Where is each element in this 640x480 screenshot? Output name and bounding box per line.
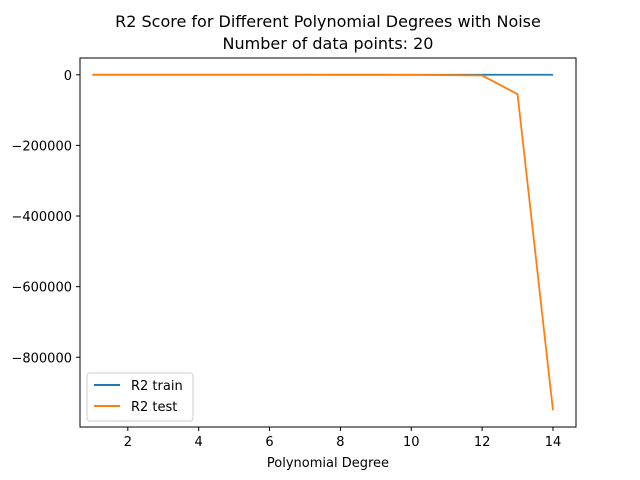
legend-label-r2-train: R2 train bbox=[131, 379, 183, 394]
x-tick-label: 4 bbox=[195, 435, 203, 450]
axes-frame bbox=[79, 57, 577, 428]
x-tick-label: 10 bbox=[403, 435, 420, 450]
y-tick-label: −800000 bbox=[11, 351, 72, 366]
chart-subtitle: Number of data points: 20 bbox=[223, 34, 434, 53]
y-tick-label: −400000 bbox=[11, 210, 72, 225]
y-axis: 0 −200000 −400000 −600000 −800000 bbox=[11, 69, 80, 366]
x-axis-label: Polynomial Degree bbox=[267, 456, 389, 471]
chart-title: R2 Score for Different Polynomial Degree… bbox=[115, 12, 541, 31]
x-tick-label: 14 bbox=[545, 435, 562, 450]
x-tick-label: 12 bbox=[474, 435, 491, 450]
y-tick-label: −600000 bbox=[11, 281, 72, 296]
y-tick-label: 0 bbox=[64, 69, 72, 84]
plot-area bbox=[92, 73, 554, 411]
series-line-r2-test bbox=[92, 73, 554, 411]
legend-label-r2-test: R2 test bbox=[131, 400, 177, 415]
x-tick-label: 8 bbox=[336, 435, 344, 450]
x-tick-label: 6 bbox=[265, 435, 273, 450]
y-tick-label: −200000 bbox=[11, 139, 72, 154]
x-axis: 2 4 6 8 10 12 14 bbox=[124, 427, 562, 450]
x-tick-label: 2 bbox=[124, 435, 132, 450]
legend: R2 train R2 test bbox=[86, 372, 194, 422]
